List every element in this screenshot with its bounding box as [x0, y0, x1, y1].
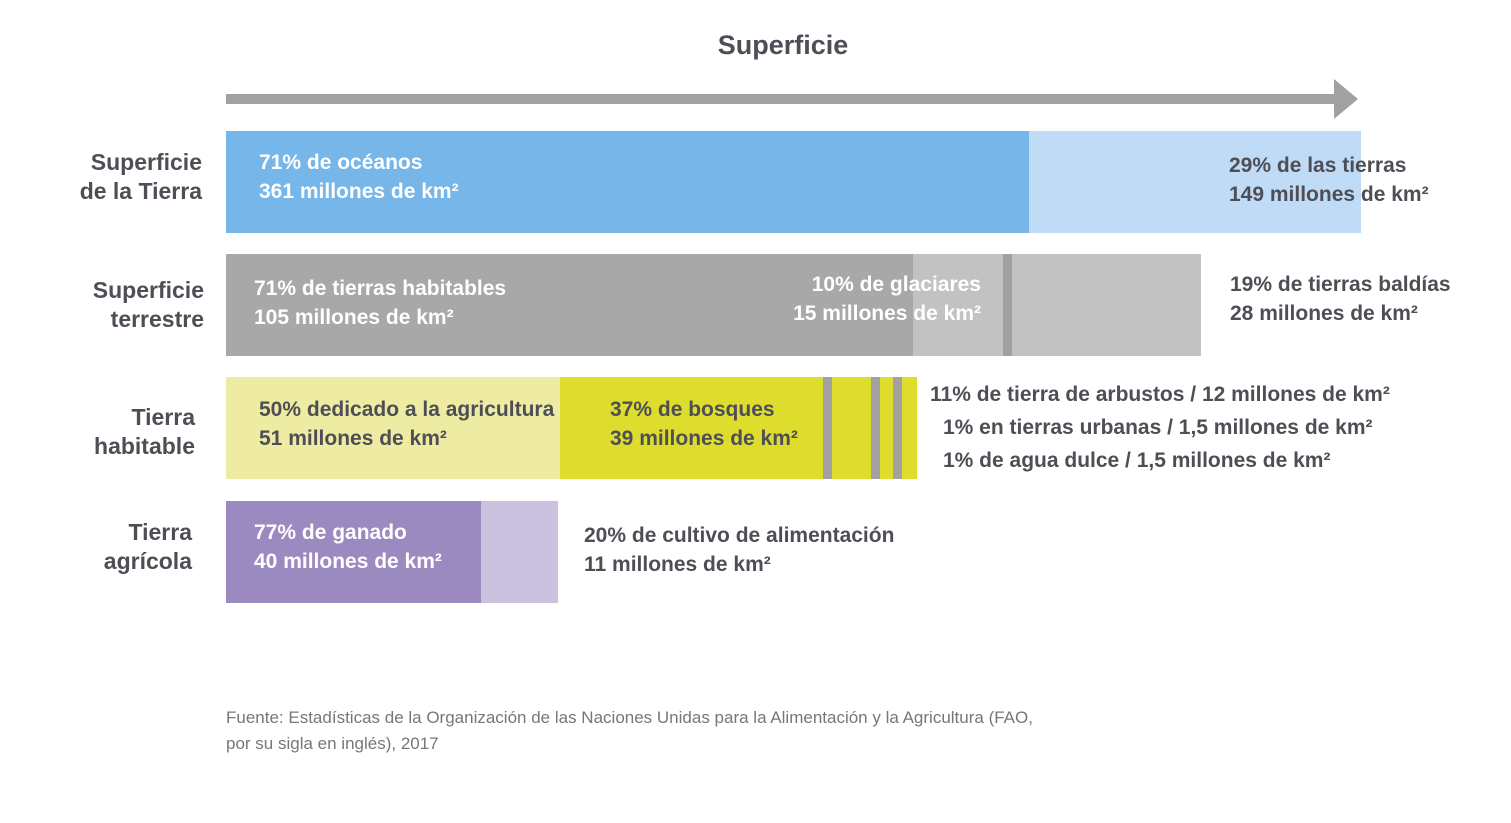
bar-segment-freshwater: [902, 377, 917, 479]
bar-segment-glaciers: [913, 254, 1003, 356]
segment-divider: [1003, 254, 1012, 356]
bar-segment-oceans: [226, 131, 1029, 233]
chart-title: Superficie: [717, 30, 849, 60]
row-label-land: Superficie terrestre: [92, 277, 204, 332]
label-barren-land: 19% de tierras baldías 28 millones de km²: [1230, 273, 1451, 325]
bar-segment-shrubland: [832, 377, 871, 479]
label-oceans: 71% de océanos 361 millones de km²: [259, 151, 459, 203]
bar-segment-crops: [481, 501, 558, 603]
bar-segment-land: [1029, 131, 1361, 233]
label-urban: 1% en tierras urbanas / 1,5 millones de …: [943, 416, 1373, 439]
arrow-head-icon: [1334, 79, 1358, 119]
bar-segment-agriculture: [226, 377, 560, 479]
segment-divider-shrub: [823, 377, 832, 479]
bar-segment-livestock: [226, 501, 481, 603]
row-label-agricultural: Tierra agrícola: [103, 519, 192, 574]
source-note: Fuente: Estadísticas de la Organización …: [226, 708, 1033, 753]
label-land: 29% de las tierras 149 millones de km²: [1229, 154, 1429, 206]
segment-divider-urban: [871, 377, 880, 479]
arrow-shaft: [226, 94, 1338, 104]
label-agriculture: 50% dedicado a la agricultura 51 millones…: [259, 398, 555, 450]
label-shrubland: 11% de tierra de arbustos / 12 millones …: [930, 383, 1390, 406]
label-crops: 20% de cultivo de alimentación 11 millone…: [584, 524, 895, 576]
row-label-earth: Superficie de la Tierra: [79, 149, 202, 204]
row-label-habitable: Tierra habitable: [94, 404, 195, 459]
label-livestock: 77% de ganado 40 millones de km²: [254, 521, 442, 573]
label-habitable-land: 71% de tierras habitables 105 millones de…: [254, 277, 507, 329]
bar-segment-barren-land: [1012, 254, 1201, 356]
label-forests: 37% de bosques 39 millones de km²: [610, 398, 798, 450]
bar-segment-urban: [880, 377, 893, 479]
bar-segment-forests: [560, 377, 823, 479]
segment-divider-freshwater: [893, 377, 902, 479]
label-glaciers: 10% de glaciares 15 millones de km²: [793, 273, 981, 325]
label-freshwater: 1% de agua dulce / 1,5 millones de km²: [943, 449, 1331, 472]
bar-segment-habitable-land: [226, 254, 913, 356]
